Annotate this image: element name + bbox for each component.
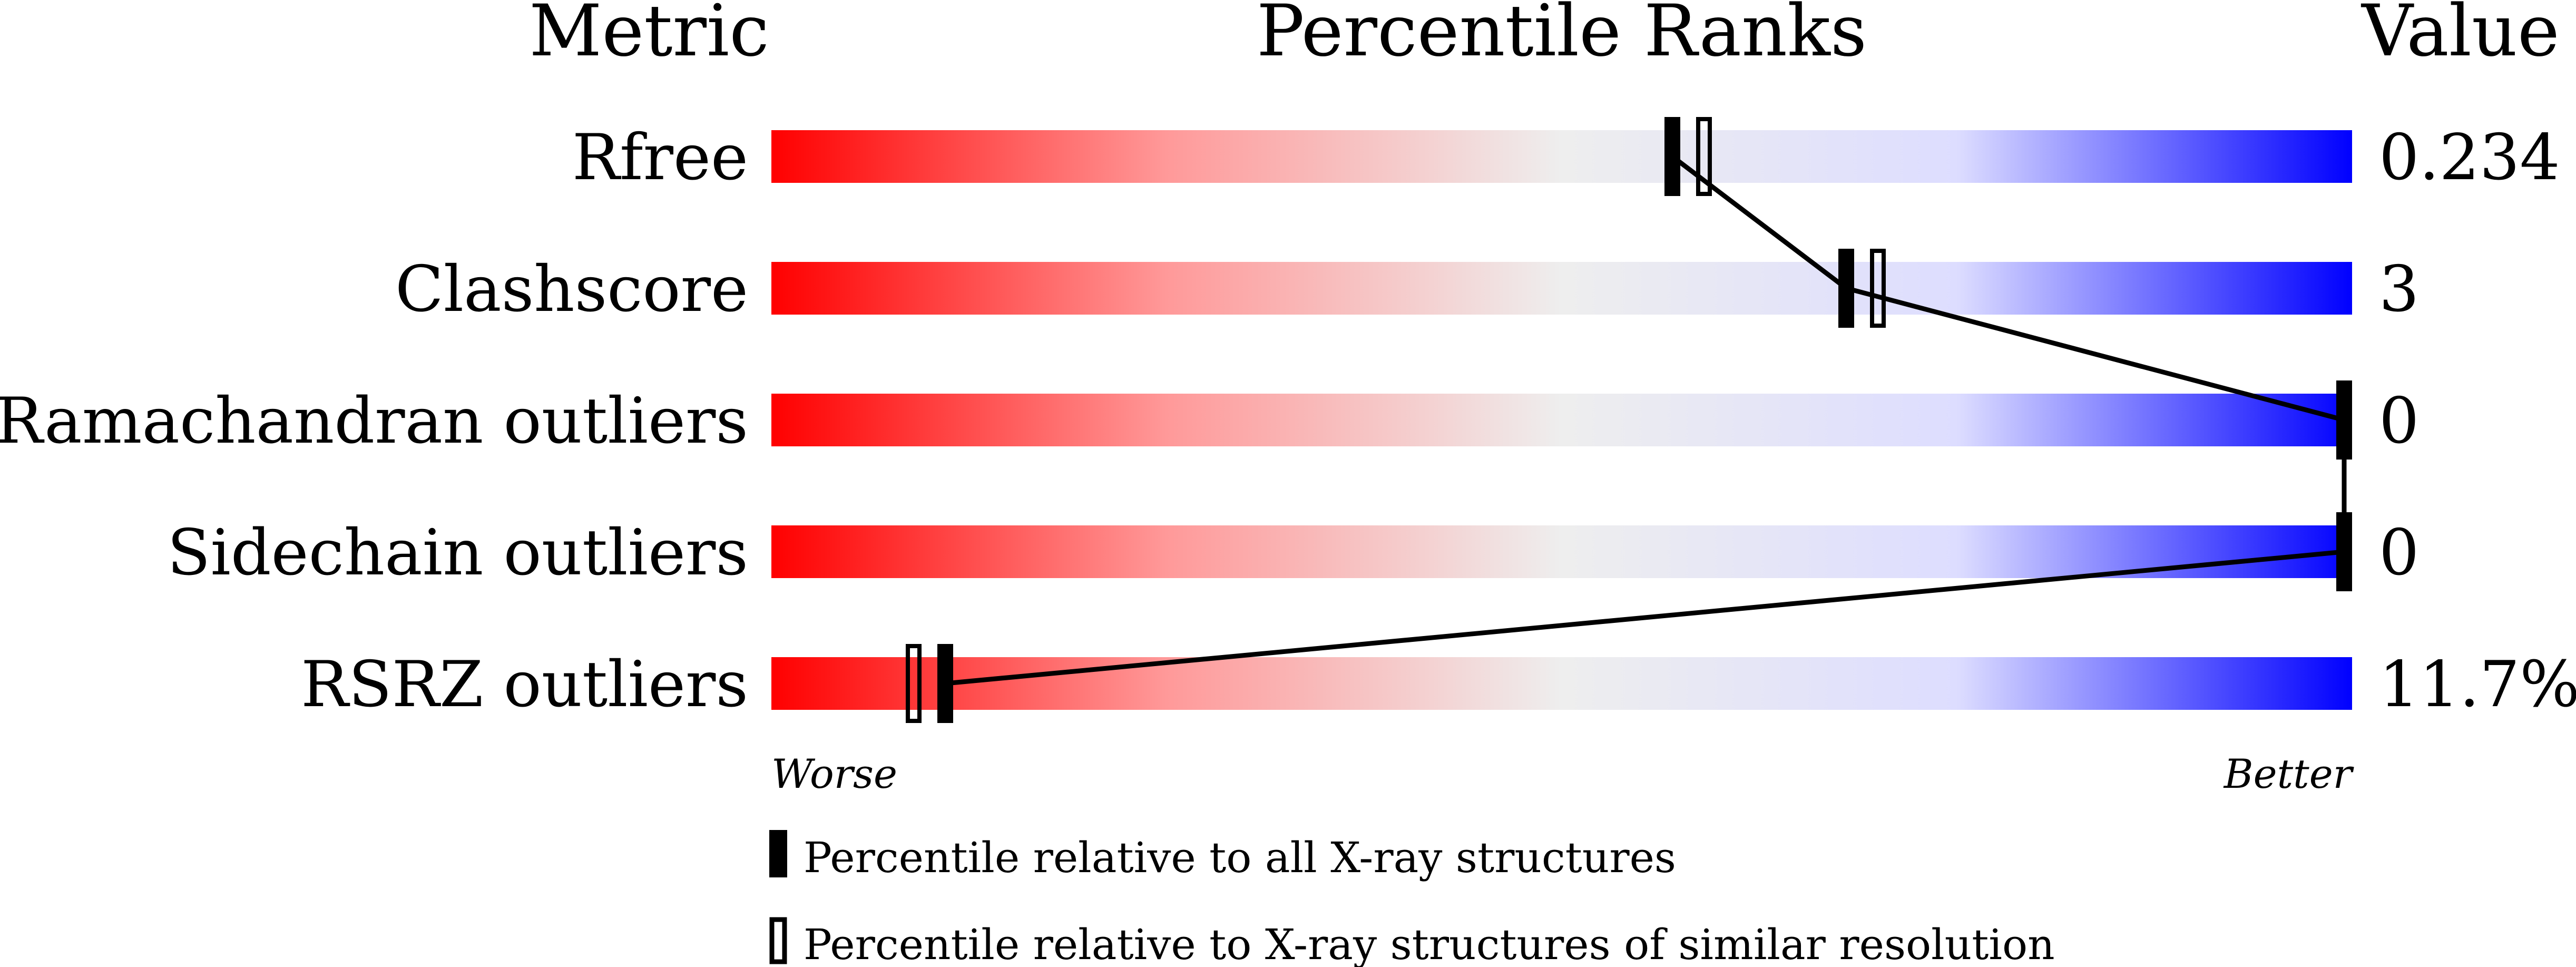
marker-all-structures <box>1664 117 1680 196</box>
percentile-bar <box>771 262 2352 315</box>
metric-label: Sidechain outliers <box>167 516 748 590</box>
marker-similar-resolution <box>1870 249 1886 328</box>
metric-label: Rfree <box>572 121 748 194</box>
connector-line <box>1845 286 2345 423</box>
percentile-bar <box>771 525 2352 578</box>
legend-label: Percentile relative to all X-ray structu… <box>804 833 1676 882</box>
metric-value: 0 <box>2379 516 2419 590</box>
metric-value: 0 <box>2379 385 2419 458</box>
header-metric: Metric <box>529 0 769 72</box>
marker-all-structures <box>2336 512 2352 591</box>
metric-label: RSRZ outliers <box>301 648 748 721</box>
connector-line <box>1671 154 1848 290</box>
axis-better-label: Better <box>2223 750 2355 797</box>
metric-label: Ramachandran outliers <box>0 385 748 458</box>
marker-all-structures <box>937 644 953 723</box>
marker-similar-resolution <box>906 644 922 723</box>
marker-all-structures <box>2336 380 2352 460</box>
marker-similar-resolution <box>1696 117 1712 196</box>
metric-value: 11.7% <box>2379 648 2576 721</box>
metric-value: 3 <box>2379 253 2419 326</box>
legend-open-marker <box>769 917 787 964</box>
axis-worse-label: Worse <box>771 750 897 797</box>
connector-line <box>945 549 2345 686</box>
marker-all-structures <box>1838 249 1854 328</box>
percentile-bar <box>771 394 2352 446</box>
metric-value: 0.234 <box>2379 121 2560 194</box>
legend-label: Percentile relative to X-ray structures … <box>804 920 2055 967</box>
header-value: Value <box>2360 0 2560 72</box>
legend-filled-marker <box>769 830 787 877</box>
percentile-bar <box>771 657 2352 710</box>
metric-label: Clashscore <box>395 253 748 326</box>
percentile-bar <box>771 130 2352 183</box>
header-percentile-ranks: Percentile Ranks <box>1257 0 1867 72</box>
